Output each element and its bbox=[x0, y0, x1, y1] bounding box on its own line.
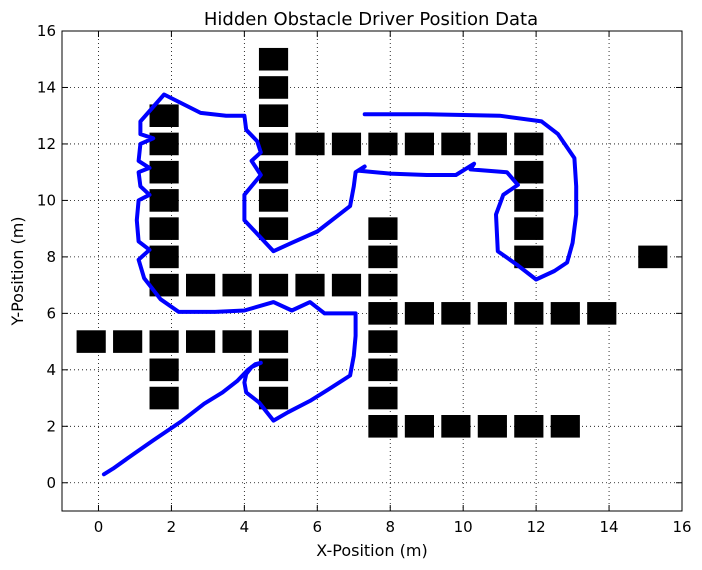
y-tick-label: 8 bbox=[46, 248, 56, 266]
obstacle-block bbox=[331, 132, 362, 156]
obstacle-block bbox=[258, 132, 289, 156]
obstacle-block bbox=[368, 245, 398, 269]
obstacle-block bbox=[258, 358, 289, 382]
obstacle-block bbox=[477, 302, 507, 325]
obstacle-block bbox=[149, 386, 179, 410]
obstacle-block bbox=[441, 415, 471, 438]
y-tick-label: 2 bbox=[46, 417, 56, 435]
obstacle-block bbox=[222, 273, 252, 297]
obstacle-block bbox=[638, 245, 668, 269]
obstacle-block bbox=[550, 415, 580, 438]
obstacle-block bbox=[149, 189, 179, 212]
x-tick-label: 12 bbox=[527, 518, 546, 536]
obstacle-block bbox=[514, 160, 544, 184]
obstacle-block bbox=[149, 160, 179, 184]
y-tick-label: 4 bbox=[46, 361, 56, 379]
obstacle-block bbox=[550, 302, 580, 325]
obstacle-block bbox=[258, 76, 289, 99]
driver-path-line bbox=[101, 92, 579, 477]
y-tick-label: 6 bbox=[46, 304, 56, 322]
obstacle-block bbox=[258, 189, 289, 212]
obstacle-block bbox=[514, 217, 544, 240]
obstacle-block bbox=[514, 132, 544, 156]
obstacle-block bbox=[186, 273, 216, 297]
y-tick-label: 14 bbox=[37, 78, 56, 96]
obstacle-block bbox=[258, 104, 289, 127]
obstacle-block bbox=[441, 132, 471, 156]
obstacle-block bbox=[331, 273, 362, 297]
obstacle-block bbox=[222, 330, 252, 353]
ticks: 0 2 4 6 8 10 12 14 16 0 2 4 6 8 10 12 14 16 bbox=[37, 22, 692, 536]
x-tick-label: 2 bbox=[167, 518, 177, 536]
obstacle-block bbox=[587, 302, 617, 325]
obstacle-block bbox=[368, 358, 398, 382]
obstacle-block bbox=[258, 273, 289, 297]
obstacle-block bbox=[113, 330, 143, 353]
y-axis-label: Y-Position (m) bbox=[8, 216, 27, 326]
y-tick-label: 12 bbox=[37, 135, 56, 153]
path-layer bbox=[101, 92, 579, 477]
obstacle-block bbox=[258, 386, 289, 410]
obstacle-block bbox=[368, 132, 398, 156]
obstacle-block bbox=[477, 415, 507, 438]
obstacle-block bbox=[186, 330, 216, 353]
obstacle-block bbox=[368, 273, 398, 297]
obstacle-block bbox=[404, 415, 434, 438]
obstacle-block bbox=[295, 273, 325, 297]
y-tick-label: 0 bbox=[46, 474, 56, 492]
obstacle-block bbox=[514, 302, 544, 325]
obstacle-block bbox=[404, 132, 434, 156]
x-tick-label: 16 bbox=[672, 518, 691, 536]
obstacle-block bbox=[149, 358, 179, 382]
obstacle-block bbox=[368, 415, 398, 438]
obstacle-block bbox=[368, 330, 398, 353]
obstacle-block bbox=[441, 302, 471, 325]
obstacle-block bbox=[258, 217, 289, 240]
obstacle-block bbox=[149, 132, 179, 156]
obstacle-block bbox=[477, 132, 507, 156]
obstacle-block bbox=[149, 273, 179, 297]
obstacle-block bbox=[404, 302, 434, 325]
obstacle-block bbox=[258, 47, 289, 71]
obstacle-block bbox=[258, 330, 289, 353]
obstacle-block bbox=[149, 217, 179, 240]
obstacle-block bbox=[149, 104, 179, 127]
x-tick-label: 14 bbox=[600, 518, 619, 536]
obstacles bbox=[76, 47, 668, 438]
x-tick-label: 8 bbox=[385, 518, 395, 536]
y-tick-label: 16 bbox=[37, 22, 56, 40]
obstacle-block bbox=[514, 245, 544, 269]
obstacle-block bbox=[295, 132, 325, 156]
obstacle-block bbox=[368, 386, 398, 410]
x-axis-label: X-Position (m) bbox=[316, 541, 427, 560]
plot-frame bbox=[61, 30, 683, 512]
chart-title: Hidden Obstacle Driver Position Data bbox=[204, 9, 538, 30]
x-tick-label: 0 bbox=[94, 518, 104, 536]
obstacle-block bbox=[368, 217, 398, 240]
obstacle-block bbox=[514, 415, 544, 438]
obstacle-block bbox=[149, 245, 179, 269]
obstacle-block bbox=[368, 302, 398, 325]
x-tick-label: 6 bbox=[313, 518, 323, 536]
obstacle-block bbox=[258, 160, 289, 184]
obstacle-block bbox=[149, 330, 179, 353]
obstacle-block bbox=[514, 189, 544, 212]
y-tick-label: 10 bbox=[37, 191, 56, 209]
x-tick-label: 4 bbox=[240, 518, 250, 536]
x-tick-label: 10 bbox=[454, 518, 473, 536]
obstacle-block bbox=[76, 330, 106, 353]
